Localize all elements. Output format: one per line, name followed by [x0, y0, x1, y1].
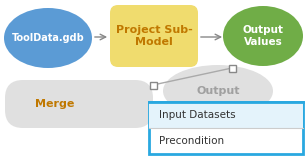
- Text: Output: Output: [196, 86, 240, 96]
- Text: ToolData.gdb: ToolData.gdb: [12, 33, 84, 43]
- Ellipse shape: [4, 8, 92, 68]
- Bar: [149, 102, 303, 128]
- Text: Output
Values: Output Values: [242, 25, 283, 47]
- Text: Merge: Merge: [35, 99, 75, 109]
- Text: Project Sub-
Model: Project Sub- Model: [116, 25, 192, 47]
- FancyBboxPatch shape: [110, 5, 198, 67]
- Bar: [229, 64, 236, 71]
- Ellipse shape: [223, 6, 303, 66]
- Text: Precondition: Precondition: [159, 136, 224, 146]
- FancyBboxPatch shape: [5, 80, 153, 128]
- Ellipse shape: [163, 65, 273, 117]
- Text: Input Datasets: Input Datasets: [159, 110, 236, 120]
- Bar: [149, 81, 156, 88]
- Bar: [149, 102, 303, 154]
